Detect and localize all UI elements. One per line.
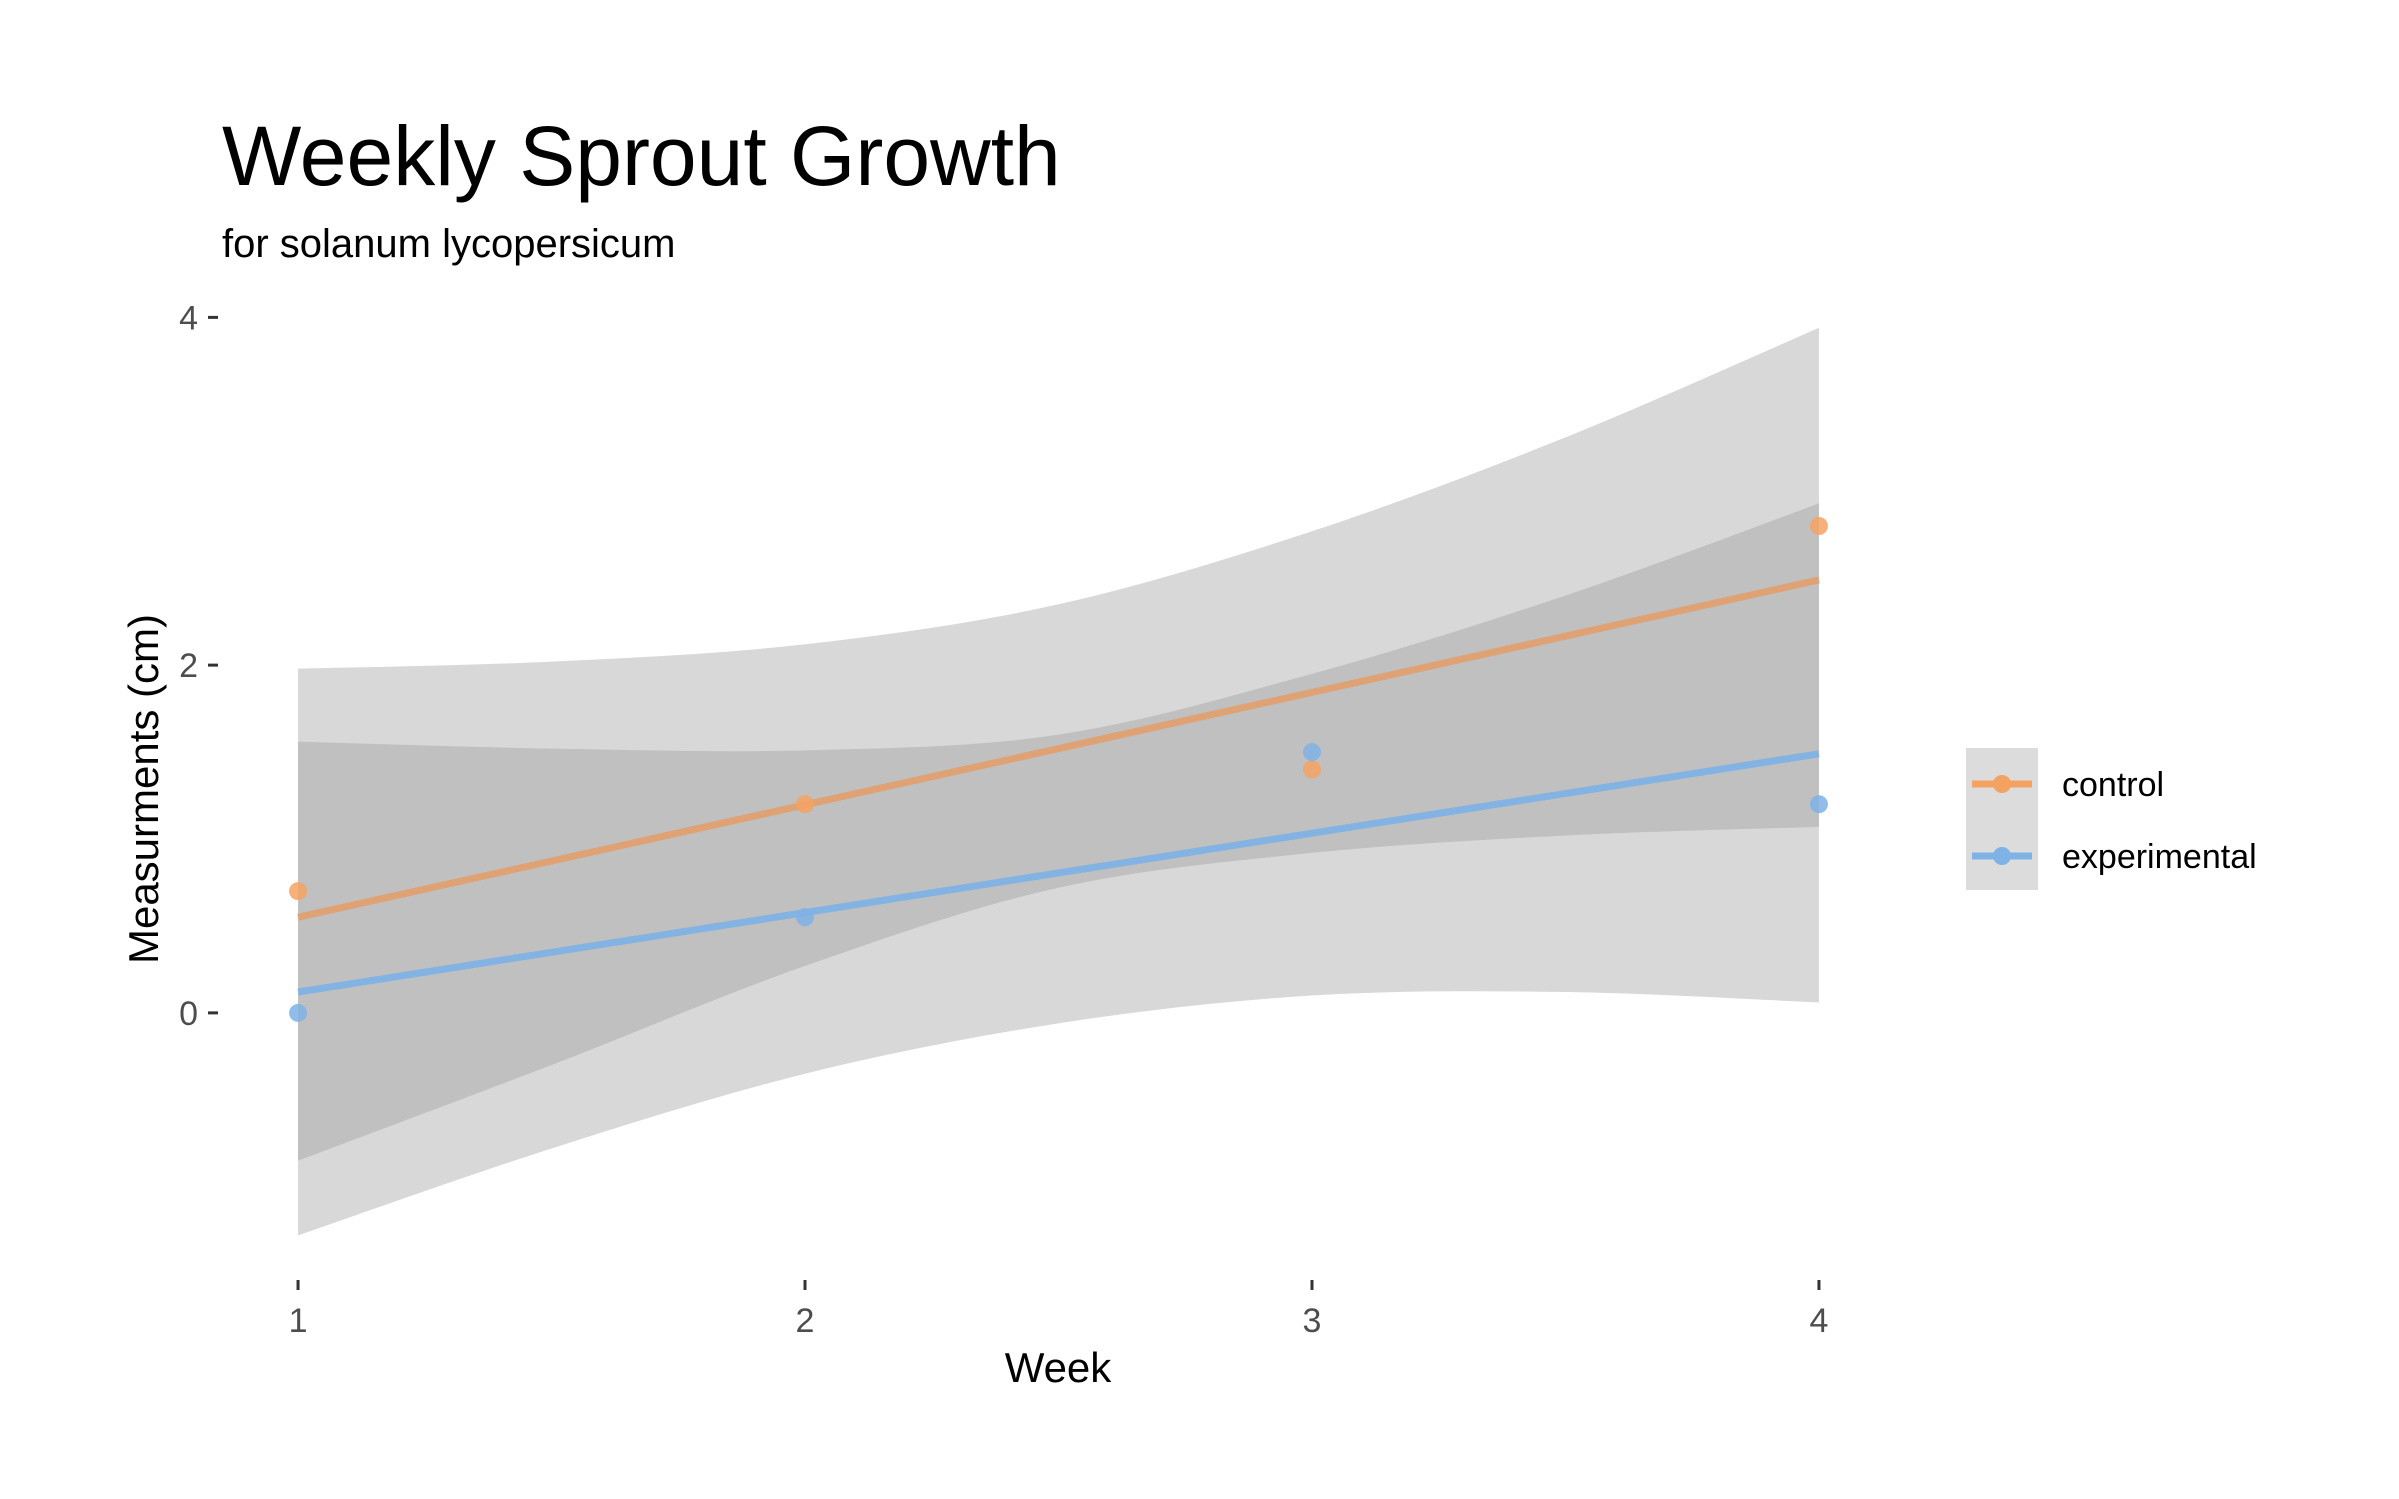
- legend-key-background: [1966, 748, 2038, 890]
- chart-title: Weekly Sprout Growth: [222, 109, 1061, 203]
- legend: control experimental: [1966, 748, 2257, 890]
- chart-subtitle: for solanum lycopersicum: [222, 222, 676, 266]
- point-experimental-3: [1302, 743, 1321, 762]
- y-tick-label-4: 4: [179, 299, 198, 337]
- x-tick-label-1: 1: [289, 1302, 308, 1340]
- fit-line-control: [297, 576, 1820, 921]
- point-experimental-4: [1809, 795, 1828, 814]
- x-tick-label-4: 4: [1809, 1302, 1828, 1340]
- axes: 0 2 4 1 2 3 4 Week Measurments (cm): [120, 299, 1828, 1391]
- legend-label-control: control: [2062, 766, 2164, 804]
- x-tick-label-2: 2: [796, 1302, 815, 1340]
- ci-band-control: [298, 503, 1819, 1161]
- fit-lines: [297, 576, 1820, 996]
- y-tick-label-2: 2: [179, 647, 198, 685]
- point-control-4: [1809, 517, 1828, 536]
- point-experimental-2: [796, 908, 815, 927]
- y-tick-label-0: 0: [179, 995, 198, 1033]
- confidence-bands: [298, 327, 1819, 1236]
- legend-key-point-experimental: [1993, 847, 2011, 865]
- x-axis-title: Week: [1005, 1344, 1113, 1391]
- legend-label-experimental: experimental: [2062, 838, 2257, 876]
- y-axis-title: Measurments (cm): [120, 614, 167, 964]
- point-experimental-1: [289, 1003, 308, 1022]
- point-control-3: [1302, 760, 1321, 779]
- point-control-1: [289, 882, 308, 901]
- ci-band-experimental: [298, 327, 1819, 1236]
- data-points: [289, 517, 1828, 1022]
- legend-key-point-control: [1993, 775, 2011, 793]
- fit-line-experimental: [297, 750, 1820, 996]
- x-tick-label-3: 3: [1303, 1302, 1322, 1340]
- point-control-2: [796, 795, 815, 814]
